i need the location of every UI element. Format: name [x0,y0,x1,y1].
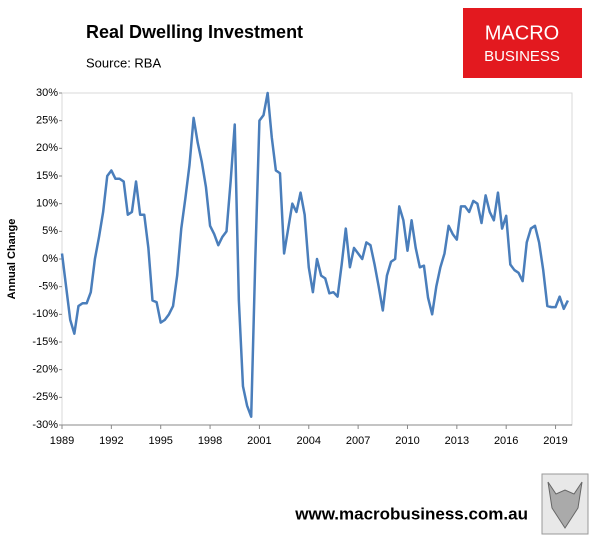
y-tick-label: 15% [36,170,58,182]
y-tick-label: 25% [36,115,58,127]
logo-text: MACRO [485,22,559,44]
y-tick-label: 0% [42,253,58,265]
chart-title: Real Dwelling Investment [86,22,303,42]
x-tick-label: 1998 [198,435,222,447]
x-tick-label: 2013 [445,435,469,447]
chart-subtitle: Source: RBA [86,55,161,70]
x-tick-label: 2007 [346,435,370,447]
x-tick-label: 1989 [50,435,74,447]
y-tick-label: -20% [32,364,58,376]
y-tick-label: -30% [32,419,58,431]
x-tick-label: 2019 [543,435,567,447]
wolf-image [547,481,583,529]
y-tick-label: 5% [42,225,58,237]
y-tick-label: -5% [38,281,58,293]
data-line [60,91,570,418]
x-tick-label: 2016 [494,435,518,447]
x-tick-label: 2004 [297,435,321,447]
x-tick-label: 2010 [395,435,419,447]
y-tick-label: -15% [32,336,58,348]
website: www.macrobusiness.com.au [294,504,528,523]
y-tick-label: 30% [36,87,58,99]
y-tick-label: 20% [36,142,58,154]
y-tick-label: 10% [36,198,58,210]
logo-box [463,8,582,78]
y-tick-label: -10% [32,308,58,320]
x-tick-label: 1995 [148,435,172,447]
x-tick-label: 2001 [247,435,271,447]
logo-text: BUSINESS [484,48,560,65]
y-tick-label: -25% [32,391,58,403]
x-tick-label: 1992 [99,435,123,447]
y-axis-label: Annual Change [6,219,18,300]
